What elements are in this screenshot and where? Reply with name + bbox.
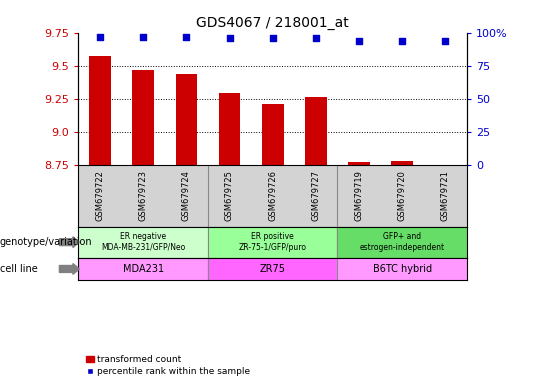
Text: GSM679719: GSM679719 — [355, 170, 363, 220]
Bar — [348, 162, 370, 165]
Text: cell line: cell line — [0, 264, 38, 274]
Text: ER positive
ZR-75-1/GFP/puro: ER positive ZR-75-1/GFP/puro — [239, 232, 307, 252]
Point — [182, 33, 191, 40]
Text: ER negative
MDA-MB-231/GFP/Neo: ER negative MDA-MB-231/GFP/Neo — [101, 232, 185, 252]
Bar — [392, 161, 413, 165]
Text: GSM679723: GSM679723 — [139, 170, 147, 221]
Legend: transformed count, percentile rank within the sample: transformed count, percentile rank withi… — [83, 352, 254, 379]
Bar — [262, 104, 284, 165]
Text: GSM679722: GSM679722 — [96, 170, 104, 220]
Text: genotype/variation: genotype/variation — [0, 237, 93, 247]
Point — [398, 38, 407, 44]
Bar — [176, 74, 197, 165]
Text: GSM679724: GSM679724 — [182, 170, 191, 220]
Bar — [78, 227, 208, 258]
Bar — [89, 56, 111, 165]
Bar — [338, 227, 467, 258]
Point — [268, 35, 277, 41]
Text: GSM679720: GSM679720 — [398, 170, 407, 220]
Point — [96, 33, 104, 40]
Point — [312, 35, 320, 41]
Bar — [208, 227, 338, 258]
Bar — [338, 258, 467, 280]
Bar — [132, 70, 154, 165]
Point — [355, 38, 363, 44]
Text: MDA231: MDA231 — [123, 264, 164, 274]
Point — [139, 33, 147, 40]
Point — [441, 38, 450, 44]
Point — [225, 35, 234, 41]
Bar — [219, 93, 240, 165]
Text: GSM679727: GSM679727 — [312, 170, 320, 221]
Text: ZR75: ZR75 — [260, 264, 286, 274]
Text: GSM679726: GSM679726 — [268, 170, 277, 221]
Bar — [78, 258, 208, 280]
Text: GFP+ and
estrogen-independent: GFP+ and estrogen-independent — [360, 232, 445, 252]
Bar — [305, 98, 327, 165]
Text: B6TC hybrid: B6TC hybrid — [373, 264, 432, 274]
Bar — [208, 258, 338, 280]
Text: GSM679721: GSM679721 — [441, 170, 450, 220]
Title: GDS4067 / 218001_at: GDS4067 / 218001_at — [197, 16, 349, 30]
Text: GSM679725: GSM679725 — [225, 170, 234, 220]
